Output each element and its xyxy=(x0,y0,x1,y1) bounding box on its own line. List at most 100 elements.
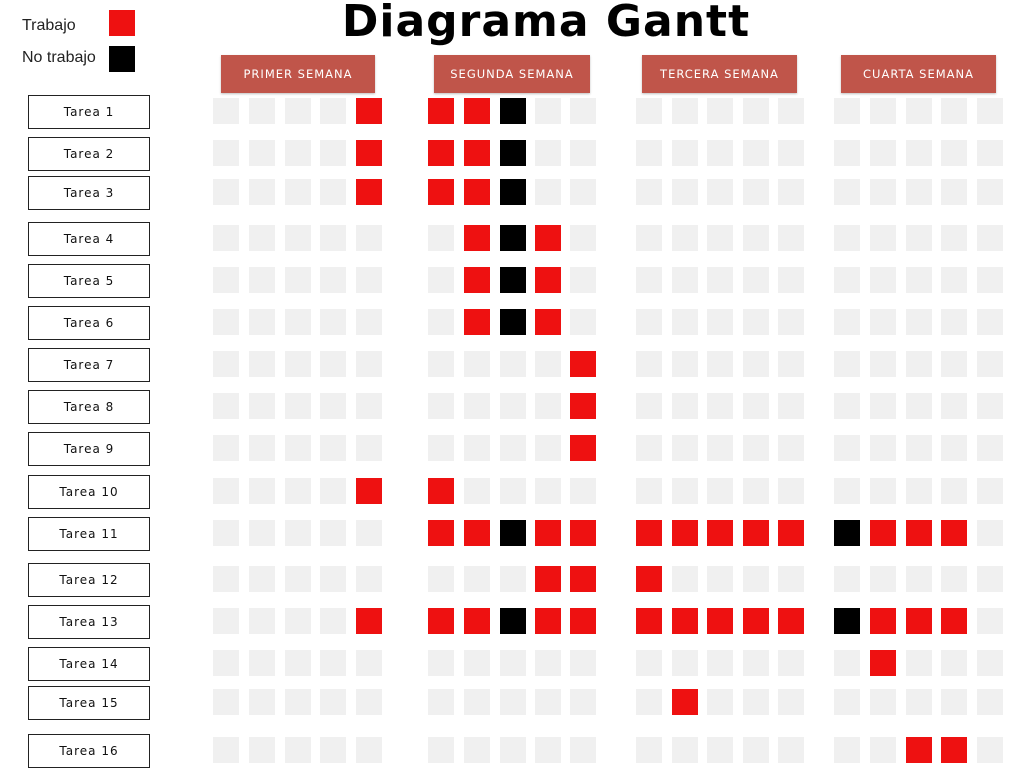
gantt-cell-work xyxy=(743,608,769,634)
week-header-1: PRIMER SEMANA xyxy=(221,55,375,93)
gantt-cell-empty xyxy=(672,98,698,124)
gantt-cell-nowork xyxy=(834,520,860,546)
gantt-cell-empty xyxy=(743,566,769,592)
gantt-cell-empty xyxy=(636,393,662,419)
gantt-cell-empty xyxy=(977,520,1003,546)
gantt-cell-empty xyxy=(249,478,275,504)
task-label: Tarea 2 xyxy=(28,137,150,171)
gantt-cell-empty xyxy=(743,478,769,504)
gantt-cell-empty xyxy=(570,689,596,715)
gantt-cell-empty xyxy=(906,225,932,251)
gantt-cell-work xyxy=(636,520,662,546)
gantt-cell-work xyxy=(636,608,662,634)
gantt-cell-empty xyxy=(707,179,733,205)
gantt-cell-work xyxy=(672,608,698,634)
gantt-cell-empty xyxy=(941,435,967,461)
gantt-cell-empty xyxy=(636,689,662,715)
gantt-cell-nowork xyxy=(500,309,526,335)
gantt-cell-empty xyxy=(249,608,275,634)
gantt-cell-empty xyxy=(428,309,454,335)
task-label: Tarea 4 xyxy=(28,222,150,256)
week-header-3: TERCERA SEMANA xyxy=(642,55,797,93)
gantt-cell-empty xyxy=(906,140,932,166)
gantt-cell-empty xyxy=(977,98,1003,124)
gantt-cell-empty xyxy=(743,225,769,251)
gantt-cell-work xyxy=(941,608,967,634)
gantt-cell-empty xyxy=(285,608,311,634)
page-title: Diagrama Gantt xyxy=(341,0,751,47)
gantt-cell-empty xyxy=(743,689,769,715)
gantt-cell-empty xyxy=(249,267,275,293)
gantt-cell-empty xyxy=(672,650,698,676)
gantt-cell-empty xyxy=(977,689,1003,715)
gantt-cell-empty xyxy=(285,520,311,546)
gantt-cell-empty xyxy=(636,435,662,461)
gantt-cell-empty xyxy=(941,98,967,124)
gantt-cell-work xyxy=(570,435,596,461)
gantt-cell-empty xyxy=(834,140,860,166)
gantt-cell-nowork xyxy=(500,267,526,293)
week-header-2: SEGUNDA SEMANA xyxy=(434,55,590,93)
gantt-cell-empty xyxy=(428,435,454,461)
gantt-cell-work xyxy=(464,140,490,166)
gantt-cell-empty xyxy=(213,179,239,205)
legend-swatch-work xyxy=(109,10,135,36)
gantt-cell-empty xyxy=(672,309,698,335)
gantt-cell-work xyxy=(428,520,454,546)
gantt-cell-empty xyxy=(285,435,311,461)
gantt-cell-empty xyxy=(285,225,311,251)
gantt-cell-empty xyxy=(249,650,275,676)
gantt-cell-empty xyxy=(213,351,239,377)
gantt-cell-empty xyxy=(906,98,932,124)
gantt-cell-work xyxy=(743,520,769,546)
gantt-cell-empty xyxy=(707,351,733,377)
gantt-cell-empty xyxy=(320,566,346,592)
gantt-cell-empty xyxy=(500,650,526,676)
gantt-cell-empty xyxy=(320,520,346,546)
gantt-cell-empty xyxy=(570,140,596,166)
gantt-cell-nowork xyxy=(500,179,526,205)
gantt-cell-empty xyxy=(778,478,804,504)
gantt-cell-work xyxy=(672,520,698,546)
gantt-cell-empty xyxy=(977,608,1003,634)
gantt-cell-empty xyxy=(778,98,804,124)
gantt-cell-work xyxy=(464,608,490,634)
gantt-cell-empty xyxy=(977,140,1003,166)
gantt-cell-empty xyxy=(464,566,490,592)
gantt-cell-empty xyxy=(464,478,490,504)
gantt-cell-work xyxy=(535,608,561,634)
gantt-cell-empty xyxy=(834,98,860,124)
gantt-cell-empty xyxy=(941,650,967,676)
gantt-cell-empty xyxy=(320,689,346,715)
gantt-cell-empty xyxy=(285,98,311,124)
gantt-cell-empty xyxy=(707,435,733,461)
gantt-cell-empty xyxy=(535,393,561,419)
gantt-cell-empty xyxy=(249,140,275,166)
gantt-cell-empty xyxy=(320,478,346,504)
gantt-cell-empty xyxy=(285,351,311,377)
gantt-cell-empty xyxy=(636,650,662,676)
gantt-cell-empty xyxy=(285,393,311,419)
gantt-cell-empty xyxy=(249,309,275,335)
gantt-cell-empty xyxy=(213,267,239,293)
gantt-cell-empty xyxy=(977,393,1003,419)
task-label: Tarea 15 xyxy=(28,686,150,720)
gantt-cell-empty xyxy=(707,140,733,166)
gantt-cell-empty xyxy=(500,478,526,504)
gantt-cell-empty xyxy=(320,179,346,205)
gantt-cell-empty xyxy=(320,393,346,419)
gantt-cell-work xyxy=(570,608,596,634)
gantt-cell-work xyxy=(428,608,454,634)
gantt-cell-empty xyxy=(464,435,490,461)
gantt-cell-empty xyxy=(636,309,662,335)
gantt-cell-empty xyxy=(249,98,275,124)
gantt-cell-empty xyxy=(213,650,239,676)
gantt-cell-empty xyxy=(428,351,454,377)
gantt-cell-empty xyxy=(249,179,275,205)
gantt-cell-empty xyxy=(870,737,896,763)
gantt-cell-empty xyxy=(834,179,860,205)
gantt-cell-work xyxy=(778,520,804,546)
gantt-cell-empty xyxy=(213,566,239,592)
gantt-cell-empty xyxy=(535,737,561,763)
gantt-cell-empty xyxy=(213,689,239,715)
